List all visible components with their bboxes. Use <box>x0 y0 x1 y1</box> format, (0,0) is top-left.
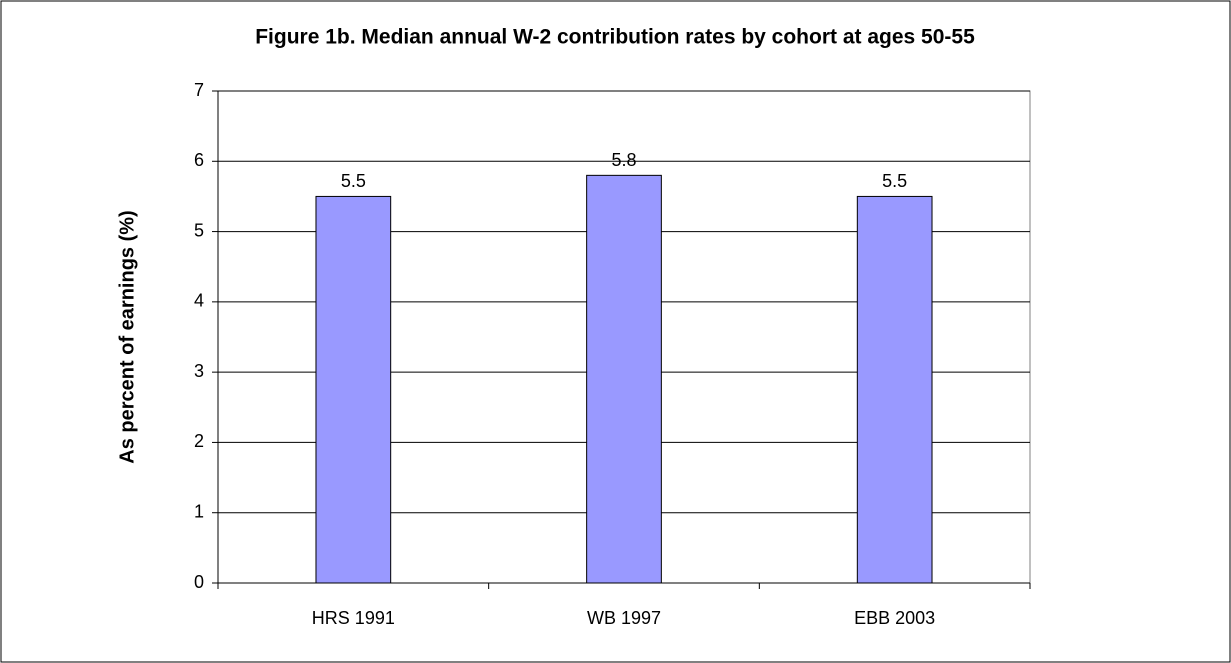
y-tick-label: 7 <box>194 80 204 100</box>
y-tick-label: 6 <box>194 150 204 170</box>
bar <box>586 174 662 584</box>
bar <box>315 195 392 584</box>
y-tick-label: 2 <box>194 431 204 451</box>
x-tick-label: WB 1997 <box>587 608 661 628</box>
y-tick-label: 4 <box>194 291 204 311</box>
y-tick-label: 3 <box>194 361 204 381</box>
data-label: 5.5 <box>341 171 366 191</box>
bar <box>856 195 933 584</box>
x-tick-label: HRS 1991 <box>312 608 395 628</box>
y-tick-label: 5 <box>194 220 204 240</box>
chart-title: Figure 1b. Median annual W-2 contributio… <box>255 26 975 49</box>
x-tick-label: EBB 2003 <box>854 608 935 628</box>
y-tick-label: 0 <box>194 572 204 592</box>
y-tick-label: 1 <box>194 501 204 521</box>
y-axis-label: As percent of earnings (%) <box>116 210 138 463</box>
data-label: 5.5 <box>882 171 907 191</box>
data-label: 5.8 <box>611 150 636 170</box>
